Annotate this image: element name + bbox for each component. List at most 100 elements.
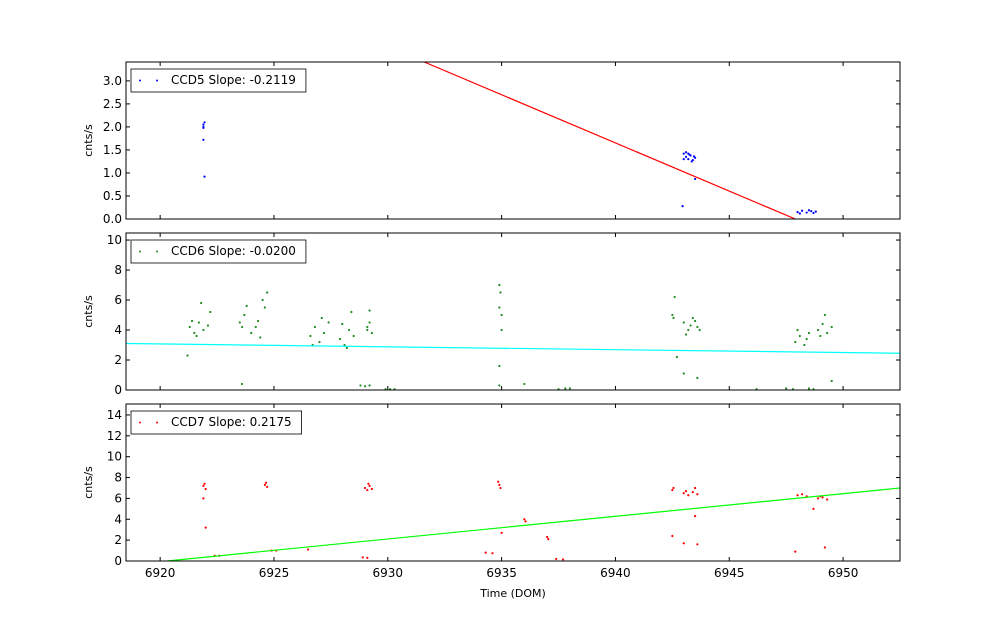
point <box>352 334 355 338</box>
point <box>821 322 824 326</box>
point <box>359 384 362 387</box>
point <box>826 498 829 501</box>
point <box>264 481 268 484</box>
point <box>266 291 269 294</box>
y-tick-label: 4 <box>114 323 122 337</box>
point <box>826 331 829 335</box>
point <box>805 211 808 214</box>
point <box>203 121 206 124</box>
x-axis-label: Time (DOM) <box>479 587 546 600</box>
point <box>691 491 694 494</box>
point <box>684 490 688 493</box>
point <box>796 210 799 214</box>
point <box>366 488 369 492</box>
x-tick-label: 6920 <box>145 566 176 580</box>
plot-area <box>166 480 900 561</box>
point <box>370 487 373 491</box>
point <box>188 325 191 329</box>
y-tick-label: 2 <box>114 353 122 367</box>
point <box>491 552 494 555</box>
point <box>241 325 244 329</box>
point <box>524 520 527 523</box>
point <box>682 542 685 545</box>
point <box>363 385 367 388</box>
point <box>366 325 369 329</box>
y-tick-label: 4 <box>114 512 122 526</box>
point <box>195 334 198 338</box>
point <box>696 325 699 329</box>
point <box>500 531 503 534</box>
x-tick-label: 6950 <box>828 566 859 580</box>
point <box>823 546 826 549</box>
legend: CCD6 Slope: -0.0200 <box>130 239 307 264</box>
point <box>368 384 371 387</box>
point <box>816 328 820 332</box>
point <box>307 548 310 551</box>
y-tick-label: 6 <box>114 491 122 505</box>
point <box>796 494 799 497</box>
x-tick-label: 6925 <box>259 566 290 580</box>
legend-label: CCD6 Slope: -0.0200 <box>171 244 296 258</box>
point <box>338 337 342 341</box>
point <box>698 328 701 332</box>
point <box>318 340 321 344</box>
legend-box <box>130 239 307 264</box>
point <box>812 211 815 215</box>
legend-label: CCD7 Slope: 0.2175 <box>171 415 292 429</box>
legend-marker <box>139 250 141 253</box>
point <box>675 355 679 359</box>
point <box>801 209 804 212</box>
x-tick-label: 6935 <box>486 566 517 580</box>
point <box>309 334 312 338</box>
legend-marker <box>156 421 158 424</box>
point <box>322 331 326 335</box>
point <box>498 364 501 368</box>
point <box>202 497 205 500</box>
point <box>484 551 487 554</box>
legend-label: CCD5 Slope: -0.2119 <box>171 73 296 87</box>
point <box>523 382 526 386</box>
point <box>684 151 688 154</box>
y-tick-label: 1.5 <box>103 143 122 157</box>
point <box>812 507 815 510</box>
point <box>830 379 833 383</box>
point <box>497 480 500 483</box>
point <box>691 316 694 320</box>
point <box>801 493 804 496</box>
point <box>206 324 210 327</box>
point <box>202 328 205 332</box>
point <box>203 482 206 485</box>
point <box>803 343 806 347</box>
point <box>696 376 699 380</box>
point <box>690 160 693 163</box>
point <box>343 343 346 347</box>
y-tick-label: 0 <box>114 383 122 397</box>
legend-marker <box>139 421 141 424</box>
point <box>204 487 207 491</box>
point <box>692 155 696 158</box>
y-tick-label: 3.0 <box>103 74 122 88</box>
point <box>313 325 317 329</box>
point <box>254 325 257 329</box>
point <box>190 319 194 323</box>
point <box>363 486 367 490</box>
point <box>807 209 811 212</box>
point <box>241 382 244 386</box>
x-tick-label: 6930 <box>373 566 404 580</box>
point <box>687 328 690 332</box>
point <box>694 319 697 323</box>
x-tick-label: 6945 <box>714 566 745 580</box>
point <box>807 331 811 335</box>
point <box>681 205 684 208</box>
point <box>805 337 808 341</box>
y-tick-label: 2.0 <box>103 120 122 134</box>
point <box>361 556 364 559</box>
point <box>555 557 558 561</box>
point <box>687 158 690 161</box>
point <box>694 177 697 181</box>
point <box>568 387 572 390</box>
point <box>682 372 685 375</box>
point <box>561 558 565 561</box>
y-tick-label: 6 <box>114 293 122 307</box>
